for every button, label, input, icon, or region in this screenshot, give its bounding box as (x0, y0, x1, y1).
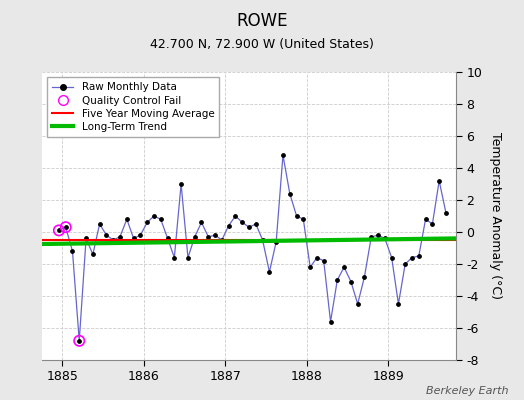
Point (286, 190, 294, 197)
Point (394, 301, 402, 307)
Point (387, 254, 396, 261)
Point (245, 224, 253, 230)
Point (313, 254, 321, 261)
Point (258, 237, 267, 243)
Point (204, 234, 213, 240)
Point (150, 213, 158, 219)
Raw Monthly Data (151, 214, 157, 218)
Point (279, 152, 287, 158)
Point (333, 277, 342, 283)
Point (326, 318, 335, 325)
Point (143, 219, 151, 226)
Point (408, 254, 416, 261)
Point (272, 238, 280, 245)
Point (123, 216, 131, 222)
Point (299, 216, 308, 222)
Point (231, 213, 239, 219)
Point (217, 237, 226, 243)
Point (306, 264, 314, 270)
Quality Control Fail (75, 338, 83, 344)
Point (380, 235, 389, 242)
Point (129, 235, 138, 242)
Point (191, 234, 199, 240)
Raw Monthly Data (280, 153, 286, 158)
Point (89, 251, 97, 258)
Point (82, 235, 90, 242)
Point (184, 254, 192, 261)
Point (54, 227, 63, 234)
Point (170, 254, 179, 261)
Point (354, 301, 362, 307)
Point (61, 224, 70, 230)
Point (211, 232, 219, 238)
Raw Monthly Data (76, 338, 82, 343)
Point (442, 210, 450, 216)
Point (421, 216, 430, 222)
Point (361, 274, 369, 280)
Point (177, 181, 185, 187)
Point (367, 234, 376, 240)
Point (136, 232, 145, 238)
Point (238, 219, 246, 226)
Raw Monthly Data (158, 217, 164, 222)
Raw Monthly Data (429, 222, 435, 226)
Legend: Raw Monthly Data, Quality Control Fail, Five Year Moving Average, Long-Term Tren: Raw Monthly Data, Quality Control Fail, … (47, 77, 220, 137)
Point (320, 258, 328, 264)
Point (374, 232, 382, 238)
Point (252, 221, 260, 227)
Point (292, 213, 301, 219)
Point (109, 237, 117, 243)
Point (116, 234, 124, 240)
Point (157, 216, 165, 222)
Raw Monthly Data (395, 302, 401, 306)
Point (340, 264, 348, 270)
Point (224, 222, 233, 229)
Point (265, 269, 274, 275)
Point (414, 253, 423, 259)
Quality Control Fail (61, 224, 70, 230)
Raw Monthly Data (355, 302, 361, 306)
Point (95, 221, 104, 227)
Point (347, 278, 355, 285)
Point (197, 219, 205, 226)
Text: 42.700 N, 72.900 W (United States): 42.700 N, 72.900 W (United States) (150, 38, 374, 51)
Line: Raw Monthly Data: Raw Monthly Data (59, 155, 446, 341)
Point (435, 178, 443, 184)
Raw Monthly Data (443, 210, 449, 215)
Point (68, 248, 77, 254)
Point (163, 235, 172, 242)
Quality Control Fail (54, 227, 63, 234)
Point (401, 261, 409, 267)
Text: ROWE: ROWE (236, 12, 288, 30)
Point (102, 232, 111, 238)
Text: Berkeley Earth: Berkeley Earth (426, 386, 508, 396)
Y-axis label: Temperature Anomaly (°C): Temperature Anomaly (°C) (488, 132, 501, 300)
Raw Monthly Data (328, 319, 334, 324)
Raw Monthly Data (56, 228, 62, 233)
Point (428, 221, 436, 227)
Point (75, 338, 83, 344)
